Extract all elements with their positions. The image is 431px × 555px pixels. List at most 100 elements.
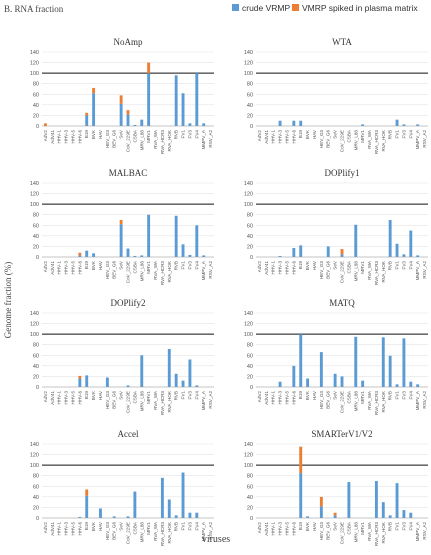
bar-spiked-SeV	[119, 95, 123, 104]
bar-crude-MMPV_A	[416, 255, 420, 257]
x-tick-label: RSV_A2	[208, 391, 213, 409]
bar-crude-FV3	[188, 359, 192, 387]
bar-crude-FV1	[181, 244, 185, 257]
y-tick-label: 0	[250, 124, 253, 130]
x-tick-label: BEV_G6	[326, 130, 331, 148]
x-tick-label: BEV_G6	[326, 391, 331, 409]
y-tick-label: 80	[33, 82, 39, 88]
y-tick-label: 120	[244, 61, 253, 67]
y-tick-label: 60	[247, 353, 253, 359]
x-tick-label: HHV-1	[57, 130, 62, 144]
x-tick-label: CoV_229E	[340, 522, 345, 544]
x-tick-label: HEV_G3	[105, 391, 110, 410]
bar-spiked-BVK	[92, 87, 96, 94]
x-tick-label: MMPV_A	[201, 390, 206, 410]
bar-crude-HAV	[99, 508, 102, 518]
x-tick-label: AdV41	[50, 391, 55, 405]
y-tick-label: 20	[247, 505, 253, 511]
bar-crude-FV4	[195, 385, 199, 387]
x-tick-label: HEV_G3	[319, 391, 324, 410]
chart-title: MATQ	[329, 298, 355, 308]
bar-crude-FV3	[188, 123, 192, 126]
x-tick-label: RVA_HOK	[167, 390, 172, 412]
bar-crude-RVA_HOK	[381, 337, 385, 387]
y-tick-label: 140	[244, 442, 253, 448]
chart-panel-4: DOPlify2 0 20 40 60 80 100 120 140 AdV2 AdV41 HHV-1…	[30, 298, 214, 415]
y-tick-label: 20	[247, 374, 253, 380]
bar-crude-BVK	[306, 378, 310, 387]
bar-crude-CoV_229E	[126, 516, 130, 518]
x-tick-label: CoV_229E	[126, 522, 131, 544]
section-label: B. RNA fraction	[4, 4, 64, 14]
x-tick-label: HAV	[98, 521, 103, 531]
x-tick-label: BVK	[91, 390, 96, 400]
y-tick-label: 40	[247, 234, 253, 240]
y-tick-label: 60	[33, 353, 39, 359]
y-tick-label: 0	[36, 255, 39, 261]
x-tick-label: SeV	[333, 129, 338, 139]
bar-crude-BEV_G6	[112, 516, 116, 518]
x-tick-label: AdV41	[264, 130, 269, 144]
x-tick-label: RVA_HCR3	[160, 391, 165, 416]
y-tick-label: 140	[244, 181, 253, 187]
x-tick-label: AdV2	[43, 130, 48, 142]
bar-spiked-HHV-6	[78, 375, 82, 379]
y-tick-label: 40	[33, 495, 39, 501]
y-tick-label: 80	[33, 213, 39, 219]
bar-crude-SeV	[333, 515, 337, 518]
x-tick-label: MRV_L88	[353, 522, 358, 543]
y-tick-label: 120	[30, 61, 39, 67]
y-tick-label: 40	[33, 234, 39, 240]
x-tick-label: RSV_A2	[422, 130, 427, 148]
bar-crude-RVB	[388, 515, 392, 518]
bar-crude-FV3	[402, 124, 406, 126]
y-tick-label: 40	[33, 103, 39, 109]
legend: crude VRMP VMRP spiked in plasma matrix	[232, 3, 418, 13]
x-tick-label: HHV-6	[77, 130, 82, 144]
x-tick-label: B19	[84, 130, 89, 139]
bar-crude-B19	[85, 115, 89, 126]
x-tick-label: RVB	[174, 130, 179, 139]
legend-label-0: crude VRMP	[242, 3, 291, 13]
x-tick-label: HHV-6	[291, 522, 296, 536]
x-tick-label: MRV_L88	[139, 391, 144, 412]
x-tick-label: CoV_229E	[340, 261, 345, 283]
y-tick-label: 60	[33, 223, 39, 229]
x-tick-label: MRV1	[360, 522, 365, 535]
bar-crude-BVK	[92, 93, 96, 126]
bar-crude-FV3	[402, 254, 406, 257]
x-tick-label: CSBA	[132, 260, 137, 273]
x-tick-label: MMPV_A	[201, 521, 206, 541]
x-tick-label: RSV_A2	[422, 391, 427, 409]
x-tick-label: HHV-6	[291, 130, 296, 144]
x-tick-label: CoV_229E	[340, 391, 345, 413]
x-tick-label: HAV	[312, 260, 317, 270]
x-tick-label: RVA_HCR3	[160, 522, 165, 547]
x-tick-label: MRV1	[360, 261, 365, 274]
x-tick-label: AdV2	[257, 130, 262, 142]
x-tick-label: MRV1	[146, 522, 151, 535]
bar-crude-SeV	[119, 103, 123, 126]
x-tick-label: HAV	[312, 129, 317, 139]
x-tick-label: HAV	[98, 129, 103, 139]
y-tick-label: 60	[33, 484, 39, 490]
x-tick-label: MRV1	[146, 391, 151, 404]
chart-title: Accel	[118, 429, 139, 439]
bar-crude-HHV-6	[292, 120, 296, 126]
bar-crude-FV1	[395, 243, 399, 257]
y-tick-label: 20	[33, 505, 39, 511]
x-tick-label: MMPV_A	[201, 260, 206, 280]
y-tick-label: 40	[33, 364, 39, 370]
x-tick-label: HHV-3	[278, 130, 283, 144]
x-tick-label: HHV-1	[57, 261, 62, 275]
bar-crude-MRV1	[361, 124, 365, 126]
y-tick-label: 100	[30, 332, 39, 338]
x-tick-label: CoV_229E	[340, 130, 345, 152]
bar-spiked-HEV_G3	[319, 496, 323, 507]
bar-crude-MRV_L88	[140, 255, 144, 257]
x-tick-label: MRV_L88	[139, 522, 144, 543]
y-tick-label: 80	[33, 474, 39, 480]
x-tick-label: BVK	[91, 129, 96, 139]
bar-spiked-AdV2	[43, 123, 47, 126]
